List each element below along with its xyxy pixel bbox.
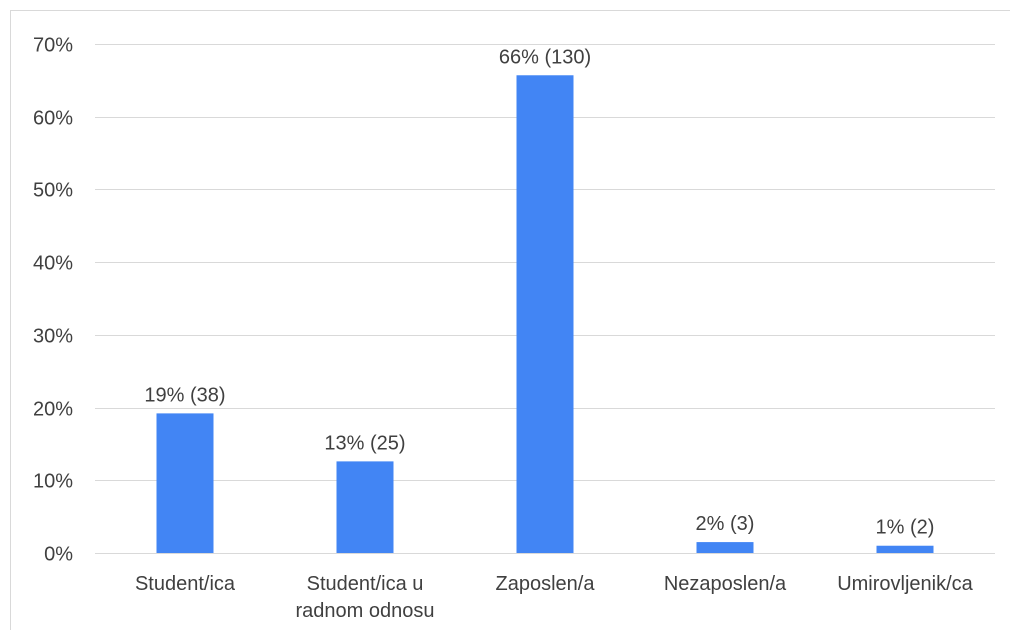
bar-data-label: 1% (2) xyxy=(876,517,935,539)
x-category-label: Student/ica xyxy=(135,573,236,595)
x-category-label-line: Student/ica u xyxy=(307,573,424,595)
x-category-label: Umirovljenik/ca xyxy=(837,573,973,595)
y-tick-label: 70% xyxy=(33,35,73,57)
x-category-label: Zaposlen/a xyxy=(496,573,596,595)
x-category-label-line: Zaposlen/a xyxy=(496,573,596,595)
x-category-label-line: Student/ica xyxy=(135,573,236,595)
y-tick-label: 30% xyxy=(33,326,73,348)
x-category-label-line: Nezaposlen/a xyxy=(664,573,787,595)
y-axis-ticks: 0% 10% 20% 30% 40% 50% 60% 70% xyxy=(33,35,73,566)
y-tick-label: 50% xyxy=(33,180,73,202)
bar xyxy=(876,545,934,553)
y-tick-label: 60% xyxy=(33,108,73,130)
bar-data-label: 19% (38) xyxy=(144,384,225,406)
bar xyxy=(696,542,754,553)
x-axis-categories: Student/ica Student/ica u radnom odnosu Zap… xyxy=(135,573,974,622)
x-category-label-line: Umirovljenik/ca xyxy=(837,573,973,595)
y-tick-label: 0% xyxy=(44,544,73,566)
bar-data-label: 2% (3) xyxy=(696,513,755,535)
y-tick-label: 10% xyxy=(33,471,73,493)
data-labels: 19% (38) 13% (25) 66% (130) 2% (3) 1% (2) xyxy=(144,46,934,538)
x-category-label-line: radnom odnosu xyxy=(296,600,435,622)
y-tick-label: 20% xyxy=(33,399,73,421)
bar xyxy=(516,75,574,553)
bar xyxy=(156,413,214,553)
bar xyxy=(336,461,394,553)
bars xyxy=(156,75,934,553)
bar-data-label: 13% (25) xyxy=(324,432,405,454)
bar-data-label: 66% (130) xyxy=(499,46,591,68)
y-tick-label: 40% xyxy=(33,253,73,275)
chart-frame xyxy=(10,10,1010,630)
x-category-label: Student/ica u radnom odnosu xyxy=(296,573,435,622)
x-category-label: Nezaposlen/a xyxy=(664,573,787,595)
